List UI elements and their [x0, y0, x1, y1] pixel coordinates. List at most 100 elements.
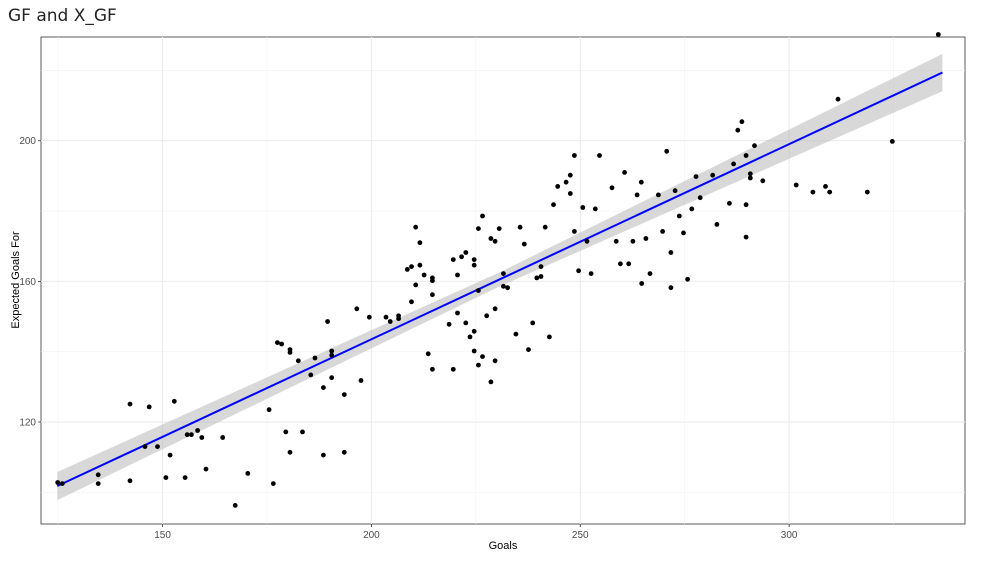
data-point	[413, 282, 419, 288]
data-point	[203, 466, 209, 472]
data-point	[354, 306, 360, 312]
data-point	[283, 429, 289, 435]
data-point	[471, 348, 477, 354]
data-point	[413, 224, 419, 230]
data-point	[295, 358, 301, 364]
data-point	[184, 432, 190, 438]
data-point	[341, 449, 347, 455]
y-tick-label: 160	[19, 277, 36, 288]
data-point	[275, 340, 280, 345]
data-point	[672, 188, 678, 194]
data-point	[409, 299, 414, 305]
data-point	[656, 192, 661, 198]
data-point	[329, 352, 335, 358]
data-point	[480, 354, 485, 359]
data-point	[471, 262, 477, 268]
data-point	[496, 226, 502, 232]
data-point	[613, 238, 619, 244]
data-point	[572, 229, 577, 234]
data-point	[810, 189, 816, 195]
data-point	[501, 271, 506, 276]
data-point	[681, 230, 686, 236]
data-point	[59, 481, 65, 486]
data-point	[308, 372, 314, 378]
data-point	[430, 292, 435, 298]
data-point	[743, 234, 749, 240]
data-point	[471, 328, 477, 334]
data-point	[463, 250, 469, 255]
data-point	[142, 444, 148, 449]
data-point	[647, 271, 653, 276]
data-point	[279, 341, 284, 347]
data-point	[404, 267, 410, 272]
data-point	[329, 348, 335, 354]
data-point	[463, 320, 469, 326]
data-point	[747, 175, 753, 181]
data-point	[634, 192, 640, 198]
axis-ticks: 150 200 250 300 120 160 200	[19, 136, 798, 541]
data-point	[864, 189, 870, 195]
data-point	[935, 32, 941, 37]
data-point	[643, 236, 649, 241]
data-point	[714, 222, 720, 227]
data-point	[676, 213, 682, 219]
regression-line	[56, 71, 943, 487]
data-point	[626, 261, 632, 267]
data-point	[95, 472, 101, 478]
data-point	[727, 200, 732, 206]
data-point	[450, 366, 456, 372]
data-point	[287, 449, 293, 455]
fit-line	[56, 71, 943, 487]
x-tick-label: 200	[363, 530, 380, 541]
data-point	[760, 178, 766, 184]
data-point	[455, 272, 460, 278]
data-point	[182, 475, 188, 480]
data-point	[300, 429, 305, 435]
data-point	[664, 148, 670, 154]
data-point	[823, 184, 828, 189]
data-point	[446, 321, 452, 327]
data-point	[542, 224, 548, 230]
data-point	[547, 334, 552, 340]
data-point	[459, 254, 464, 260]
data-point	[270, 481, 276, 486]
data-point	[488, 379, 494, 385]
data-point	[55, 480, 61, 485]
data-point	[195, 428, 201, 433]
data-point	[639, 281, 645, 286]
data-point	[492, 238, 498, 244]
data-point	[668, 285, 674, 291]
data-point	[476, 288, 481, 293]
data-point	[476, 362, 481, 368]
data-point	[576, 268, 581, 274]
data-point	[146, 404, 152, 410]
data-point	[220, 435, 226, 440]
data-point	[697, 195, 703, 201]
data-point	[199, 435, 205, 440]
data-point	[325, 319, 330, 324]
data-point	[685, 276, 690, 282]
data-point	[538, 264, 544, 269]
data-point	[245, 471, 251, 476]
data-point	[563, 179, 569, 185]
y-axis-label: Expected Goals For	[10, 231, 22, 329]
data-point	[171, 398, 177, 404]
data-point	[630, 238, 636, 244]
data-point	[793, 182, 799, 188]
data-point	[693, 174, 699, 180]
data-point	[622, 170, 627, 175]
data-point	[580, 205, 586, 210]
data-point	[492, 306, 498, 312]
data-point	[747, 171, 753, 177]
data-point	[492, 358, 498, 364]
y-tick-label: 200	[19, 136, 36, 147]
data-point	[287, 350, 293, 355]
x-axis-label: Goals	[489, 540, 518, 552]
data-point	[366, 314, 372, 320]
data-point	[396, 316, 401, 322]
data-point	[341, 392, 347, 397]
data-point	[430, 366, 435, 372]
data-point	[383, 314, 389, 320]
data-point	[517, 224, 523, 230]
